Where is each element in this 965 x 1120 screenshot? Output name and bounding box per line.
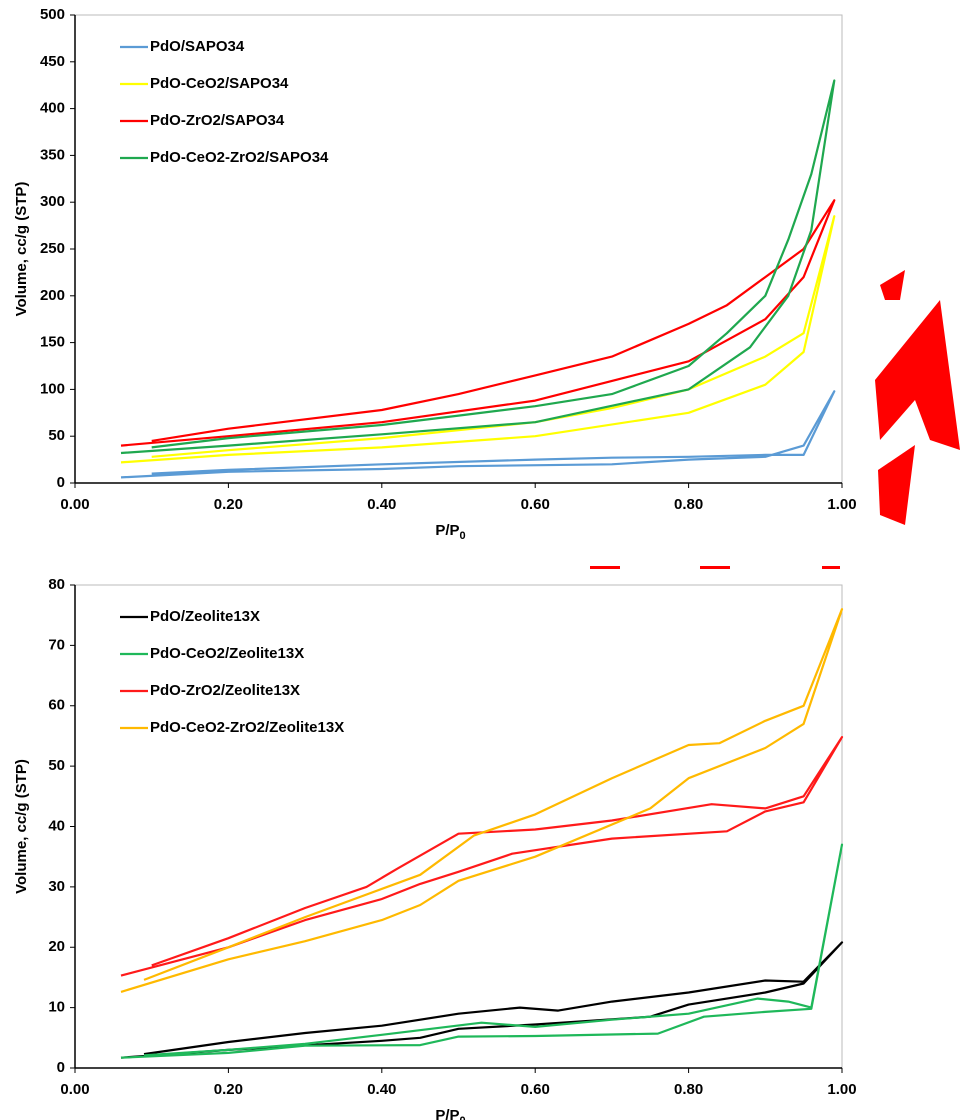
legend-label: PdO/SAPO34: [150, 38, 245, 55]
series-line: [120, 843, 844, 1059]
y-tick-label: 0: [57, 1059, 65, 1076]
x-tick-label: 1.00: [827, 496, 856, 513]
series-line: [120, 215, 836, 464]
y-tick-label: 0: [57, 474, 65, 491]
x-tick-label: 0.00: [60, 496, 89, 513]
y-tick-label: 400: [40, 100, 65, 117]
y-tick-label: 50: [48, 427, 65, 444]
y-tick-label: 70: [48, 636, 65, 653]
decoration: [590, 270, 960, 569]
legend-label: PdO-CeO2/Zeolite13X: [150, 645, 304, 662]
series-line: [120, 736, 844, 977]
legend-label: PdO-CeO2/SAPO34: [150, 75, 289, 92]
y-tick-label: 20: [48, 938, 65, 955]
red-artifact: [880, 270, 905, 300]
y-tick-label: 40: [48, 817, 65, 834]
series-line: [120, 941, 844, 1059]
legend-label: PdO-ZrO2/Zeolite13X: [150, 682, 300, 699]
series-line: [120, 79, 836, 455]
legend-label: PdO/Zeolite13X: [150, 608, 260, 625]
x-tick-label: 0.80: [674, 496, 703, 513]
x-tick-label: 1.00: [827, 1081, 856, 1098]
red-artifact: [878, 445, 915, 525]
y-tick-label: 50: [48, 757, 65, 774]
x-axis-label: P/P0: [435, 1107, 465, 1120]
y-tick-label: 450: [40, 53, 65, 70]
legend-label: PdO-CeO2-ZrO2/SAPO34: [150, 149, 329, 166]
red-artifact: [875, 300, 960, 450]
series-line: [120, 390, 836, 479]
legend-label: PdO-CeO2-ZrO2/Zeolite13X: [150, 719, 344, 736]
y-tick-label: 250: [40, 240, 65, 257]
y-axis-label: Volume, cc/g (STP): [13, 182, 30, 317]
y-tick-label: 100: [40, 380, 65, 397]
x-axis-label-main: P/P: [435, 1107, 459, 1120]
x-tick-label: 0.20: [214, 1081, 243, 1098]
x-axis-label-main: P/P: [435, 522, 459, 539]
y-tick-label: 300: [40, 193, 65, 210]
y-tick-label: 30: [48, 878, 65, 895]
x-tick-label: 0.80: [674, 1081, 703, 1098]
red-artifact: [700, 566, 730, 569]
x-tick-label: 0.60: [521, 1081, 550, 1098]
y-tick-label: 60: [48, 697, 65, 714]
x-tick-label: 0.00: [60, 1081, 89, 1098]
legend-label: PdO-ZrO2/SAPO34: [150, 112, 285, 129]
y-axis-label: Volume, cc/g (STP): [13, 759, 30, 894]
x-axis-label-subscript: 0: [460, 530, 466, 542]
x-axis-label-subscript: 0: [460, 1115, 466, 1120]
red-artifact: [590, 566, 620, 569]
x-tick-label: 0.60: [521, 496, 550, 513]
x-axis-label: P/P0: [435, 522, 465, 542]
y-tick-label: 200: [40, 287, 65, 304]
y-tick-label: 150: [40, 334, 65, 351]
y-tick-label: 10: [48, 999, 65, 1016]
chart: 0 10 20 30 40 50 60 70 80 0.00 0.20 0.40 0.60 0.80 1.0…: [13, 576, 857, 1120]
y-tick-label: 350: [40, 146, 65, 163]
series-line: [120, 199, 836, 447]
x-tick-label: 0.40: [367, 496, 396, 513]
x-tick-label: 0.40: [367, 1081, 396, 1098]
x-tick-label: 0.20: [214, 496, 243, 513]
y-tick-label: 500: [40, 6, 65, 23]
red-artifact: [822, 566, 840, 569]
y-tick-label: 80: [48, 576, 65, 593]
chart: 0 50 100 150 200 250 300 350 400 450 500 0.00 0.20 0.…: [13, 6, 857, 542]
series-line: [120, 608, 844, 993]
